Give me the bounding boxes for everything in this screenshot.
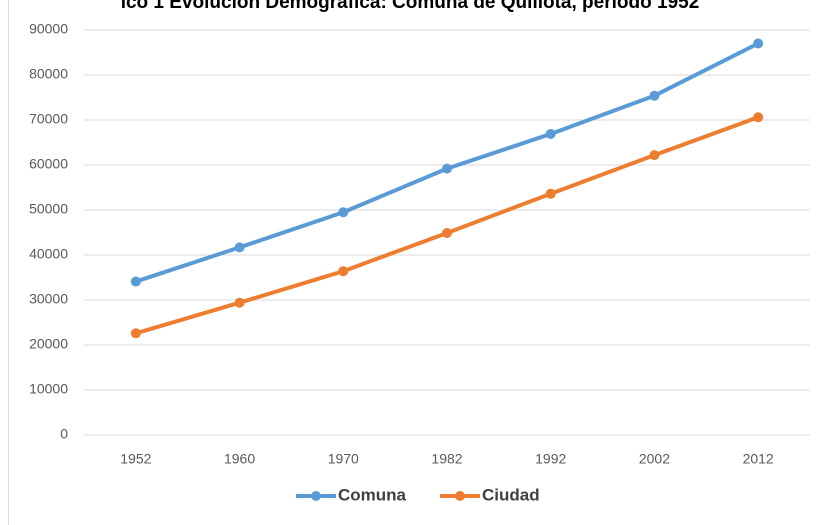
legend-label: Comuna — [338, 485, 407, 504]
legend-label: Ciudad — [482, 485, 540, 504]
data-point — [234, 297, 245, 308]
data-point — [753, 38, 764, 49]
chart-title: ico 1 Evolución Demográfica: Comuna de Q… — [121, 0, 700, 13]
y-tick-label: 0 — [60, 426, 68, 442]
x-tick-label: 1970 — [328, 451, 359, 467]
data-point — [338, 266, 349, 277]
y-tick-label: 30000 — [29, 291, 68, 307]
series-line — [135, 41, 760, 284]
data-point — [649, 150, 660, 161]
y-tick-label: 10000 — [29, 381, 68, 397]
x-tick-label: 2012 — [743, 451, 774, 467]
y-tick-label: 90000 — [29, 21, 68, 37]
data-point — [130, 328, 141, 339]
y-tick-label: 50000 — [29, 201, 68, 217]
y-tick-label: 20000 — [29, 336, 68, 352]
data-point — [545, 188, 556, 199]
data-point — [130, 276, 141, 287]
data-point — [649, 90, 660, 101]
y-tick-label: 70000 — [29, 111, 68, 127]
data-point — [442, 163, 452, 174]
x-tick-label: 1982 — [431, 451, 462, 467]
x-tick-label: 1952 — [120, 451, 151, 467]
legend-marker — [455, 491, 465, 501]
y-tick-label: 60000 — [29, 156, 68, 172]
y-tick-label: 80000 — [29, 66, 68, 82]
data-point — [442, 227, 452, 238]
data-point — [234, 242, 245, 253]
y-tick-label: 40000 — [29, 246, 68, 262]
data-point — [338, 207, 349, 218]
x-tick-label: 2002 — [639, 451, 670, 467]
x-tick-label: 1960 — [224, 451, 255, 467]
chart-border — [8, 0, 9, 525]
legend-marker — [311, 491, 321, 501]
data-point — [753, 112, 764, 123]
x-tick-label: 1992 — [535, 451, 566, 467]
data-point — [545, 128, 556, 139]
series-line — [135, 115, 759, 336]
